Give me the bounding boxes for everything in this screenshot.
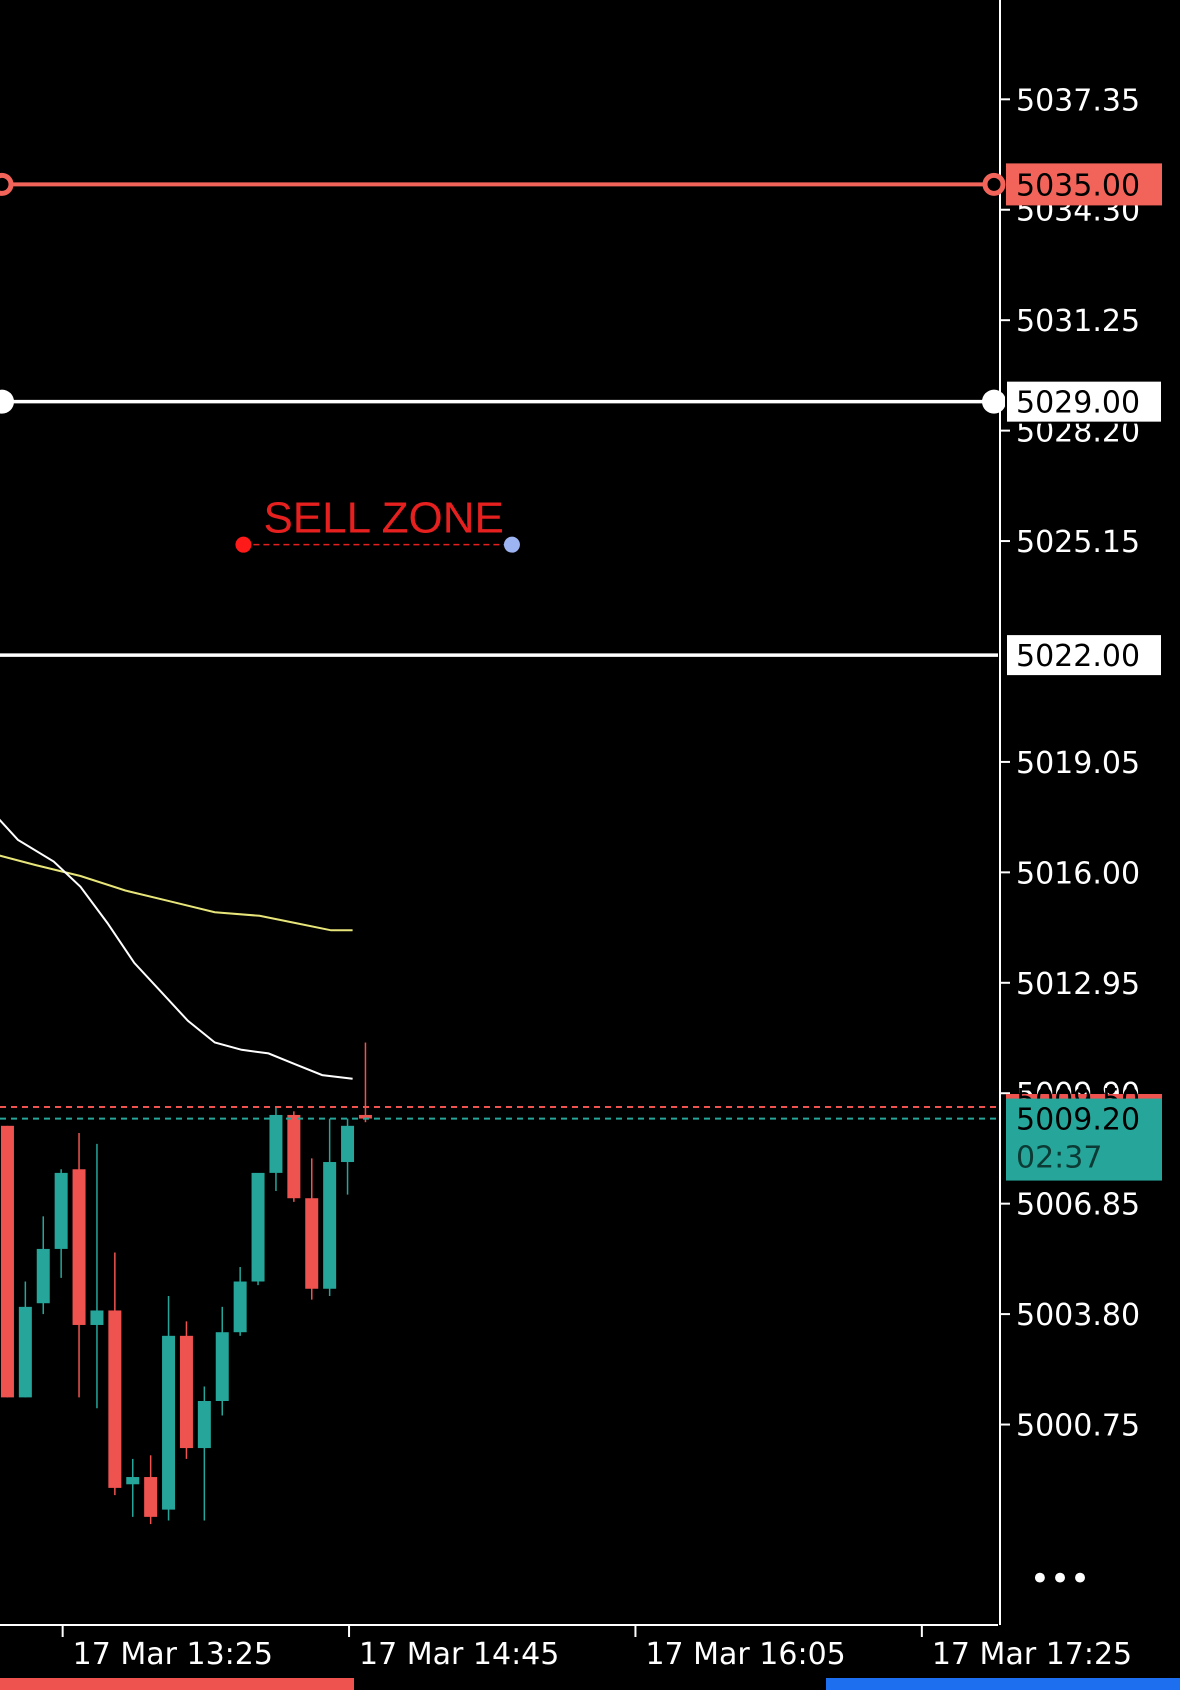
candle-body-bearish [144,1477,158,1517]
line-handle-right[interactable] [982,172,1006,196]
annotation-handle-end[interactable] [503,536,520,553]
candle-body-bullish [90,1310,104,1325]
y-axis-tick-label: 5000.75 [1016,1409,1140,1444]
candle-body-bearish [305,1198,319,1289]
candle-body-bullish [269,1114,283,1173]
price-tag-zone-bottom [1005,633,1163,678]
candle-body-bearish [108,1310,122,1488]
time-axis-label: 17 Mar 13:25 [73,1637,273,1672]
bottom-strip-right [826,1678,1180,1690]
candle-body-bearish [179,1335,193,1449]
candle-body-bullish [233,1281,247,1333]
ask-price-tag [1006,1098,1162,1181]
candle-body-bullish [36,1248,50,1304]
candle-body-bullish [54,1172,68,1249]
time-axis-label: 17 Mar 14:45 [359,1637,559,1672]
candle-body-bearish [0,1125,14,1398]
candle-body-bullish [251,1172,265,1282]
annotation-handle-start[interactable] [235,536,252,553]
ask-price-label: 5009.20 [1016,1103,1140,1138]
y-axis-tick-label: 5025.15 [1016,525,1140,560]
y-axis-tick-label: 5012.95 [1016,967,1140,1002]
candle-body-bullish [197,1400,211,1449]
moving-average-fast [0,818,353,1080]
candle-body-bearish [72,1169,86,1325]
y-axis-tick-label: 5019.05 [1016,746,1140,781]
more-options-icon[interactable]: ••• [1030,1559,1090,1599]
time-axis-label: 17 Mar 17:25 [932,1637,1132,1672]
y-axis-tick-label: 5031.25 [1016,304,1140,339]
time-axis-label: 17 Mar 16:05 [645,1637,845,1672]
sell-zone-label[interactable]: SELL ZONE [263,494,503,543]
candle-body-bearish [358,1114,372,1119]
moving-average-slow [0,854,353,932]
candle-body-bullish [323,1162,337,1289]
line-handle-left[interactable] [0,172,14,196]
bar-countdown-label: 02:37 [1016,1141,1102,1176]
candle-body-bullish [341,1125,355,1163]
price-tag-resistance [1006,163,1162,206]
candle-body-bearish [287,1114,301,1199]
bottom-strip-left [0,1678,354,1690]
y-axis-tick-label: 5006.85 [1016,1188,1140,1223]
candle-body-bullish [215,1332,229,1401]
y-axis-tick-label: 5037.35 [1016,83,1140,118]
price-tag-zone-top [1005,379,1163,424]
candle-body-bullish [126,1477,140,1485]
price-tag-label: 5022.00 [1016,639,1140,674]
y-axis-tick-label: 5016.00 [1016,856,1140,891]
candle-body-bullish [18,1306,32,1398]
y-axis-tick-label: 5003.80 [1016,1298,1140,1333]
candle-body-bullish [162,1335,176,1510]
line-handle-left[interactable] [0,389,14,414]
price-tag-label: 5029.00 [1016,386,1140,421]
line-handle-right[interactable] [982,389,1006,414]
price-tag-label: 5035.00 [1016,168,1140,203]
